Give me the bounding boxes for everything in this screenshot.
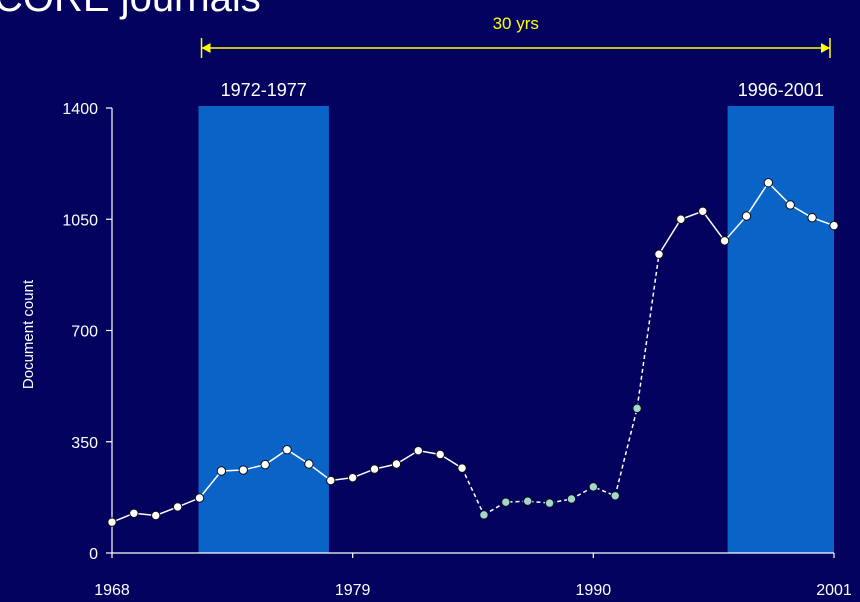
y-tick-label-1050: 1050 (62, 212, 98, 229)
data-point-1999 (785, 200, 795, 210)
data-point-1977 (304, 459, 314, 469)
data-point-1972 (194, 493, 205, 503)
data-point-1973 (216, 466, 227, 476)
data-point-1989 (566, 494, 577, 504)
y-tick-label-1400: 1400 (62, 101, 98, 118)
data-point-2000 (807, 212, 817, 223)
data-point-1982 (413, 445, 424, 456)
y-tick-label-350: 350 (71, 435, 98, 452)
data-point-1979 (347, 472, 358, 483)
data-point-1971 (172, 502, 183, 512)
data-point-1991 (610, 491, 620, 501)
x-tick-label-2001: 2001 (816, 582, 852, 599)
data-point-1975 (260, 459, 270, 470)
y-tick-label-700: 700 (71, 324, 98, 341)
data-point-1980 (369, 464, 380, 474)
data-point-1987 (522, 496, 533, 506)
data-point-1998 (763, 177, 774, 188)
span-arrow-left-head (201, 43, 211, 53)
highlight-period-2 (727, 106, 834, 553)
dashed-connector-2 (614, 254, 660, 496)
data-point-1995 (698, 206, 708, 217)
span-arrow-right-head (821, 43, 830, 53)
highlight-period-1 (198, 106, 329, 553)
data-point-1984 (457, 463, 467, 473)
x-tick-label-1990: 1990 (576, 582, 612, 599)
x-tick-label-1968: 1968 (94, 582, 130, 599)
data-point-1981 (391, 459, 402, 469)
data-point-1993 (654, 249, 664, 259)
period-label-2: 1996-2001 (738, 80, 824, 100)
y-tick-label-0: 0 (89, 546, 98, 563)
period-label-1: 1972-1977 (221, 80, 307, 100)
data-point-1976 (282, 444, 292, 455)
data-point-1997 (741, 211, 752, 221)
data-point-1974 (238, 465, 248, 475)
data-point-1983 (435, 449, 445, 460)
x-tick-label-1979: 1979 (335, 582, 371, 599)
data-point-1970 (151, 510, 161, 521)
data-point-1968 (107, 517, 117, 527)
data-point-1985 (479, 510, 489, 520)
span-label: 30 yrs (493, 14, 539, 33)
data-point-1996 (719, 236, 730, 246)
dashed-connector-1 (461, 467, 485, 516)
data-point-1969 (129, 508, 139, 518)
data-point-1988 (544, 498, 555, 508)
data-point-1992 (632, 403, 642, 414)
slide-title: CORE journals (0, 0, 261, 21)
data-point-1990 (588, 482, 599, 492)
y-axis-label: Document count (20, 279, 37, 389)
data-point-1986 (501, 497, 511, 507)
data-point-1994 (676, 214, 686, 224)
data-point-2001 (829, 220, 839, 231)
data-point-1978 (326, 475, 336, 486)
